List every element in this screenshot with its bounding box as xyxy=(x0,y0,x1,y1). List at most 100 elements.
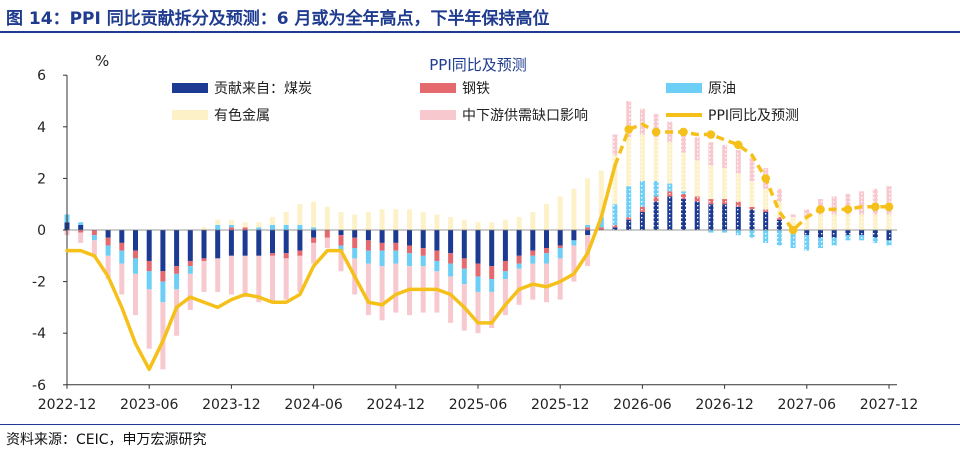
bar-coal-42 xyxy=(639,211,645,230)
bar-steel-42 xyxy=(639,206,645,212)
bar-coal-10 xyxy=(201,230,207,259)
bar-shortage-8 xyxy=(174,289,180,336)
bar-shortage-17 xyxy=(297,255,303,292)
bar-coal-13 xyxy=(242,230,248,256)
bar-shortage-31 xyxy=(489,291,495,329)
bar-shortage-58 xyxy=(859,191,865,215)
bar-metal-17 xyxy=(297,204,303,225)
bar-shortage-41 xyxy=(626,101,632,138)
bar-steel-38 xyxy=(585,227,591,230)
bar-steel-28 xyxy=(448,253,454,264)
bar-shortage-49 xyxy=(735,150,741,174)
bar-metal-32 xyxy=(502,219,508,230)
bar-shortage-5 xyxy=(133,273,138,316)
legend-swatch-shortage xyxy=(420,110,456,120)
bar-metal-49 xyxy=(735,173,741,202)
bar-oil-21 xyxy=(352,248,358,259)
bar-metal-12 xyxy=(228,219,234,225)
ppi-point-49 xyxy=(734,140,743,150)
bar-coal-15 xyxy=(270,230,275,254)
bar-steel-2 xyxy=(91,230,97,236)
bar-oil-31 xyxy=(489,279,495,292)
bar-coal-54 xyxy=(804,230,810,236)
legend-swatch-coal xyxy=(172,83,208,93)
bar-metal-37 xyxy=(571,188,577,230)
bar-metal-44 xyxy=(667,142,673,184)
bar-metal-31 xyxy=(489,222,495,230)
bar-shortage-4 xyxy=(119,263,125,295)
bar-coal-60 xyxy=(886,230,892,241)
bar-metal-47 xyxy=(708,165,714,200)
bar-coal-22 xyxy=(365,230,371,241)
bar-oil-56 xyxy=(831,237,837,246)
bar-oil-11 xyxy=(215,224,221,230)
bar-steel-50 xyxy=(749,206,755,210)
bar-steel-22 xyxy=(365,240,371,251)
bar-steel-45 xyxy=(681,193,686,200)
bar-metal-19 xyxy=(324,206,330,230)
legend-label-steel: 钢铁 xyxy=(462,81,490,97)
bar-shortage-22 xyxy=(365,263,371,316)
bar-metal-28 xyxy=(448,217,454,230)
bar-metal-16 xyxy=(283,211,289,225)
axes-layer: 6 4 2 0 -2 -4 -6 2022-12 2023-06 2023-12 2024-06 20… xyxy=(32,68,918,413)
bar-steel-33 xyxy=(516,255,522,264)
bar-oil-8 xyxy=(174,273,180,290)
figure-title: 图 14：PPI 同比贡献拆分及预测：6 月或为全年高点，下半年保持高位 xyxy=(6,9,550,29)
bar-oil-36 xyxy=(557,248,563,259)
bar-metal-15 xyxy=(270,217,275,225)
bar-coal-47 xyxy=(708,204,714,230)
bar-shortage-46 xyxy=(694,137,700,161)
bar-oil-58 xyxy=(859,235,865,241)
x-tick-label-7: 2026-06 xyxy=(613,397,672,413)
bar-shortage-24 xyxy=(393,263,399,313)
bar-steel-30 xyxy=(475,263,481,277)
bar-steel-23 xyxy=(379,242,385,251)
bar-metal-46 xyxy=(694,160,700,197)
bar-shortage-57 xyxy=(845,193,851,215)
bar-shortage-40 xyxy=(612,134,618,156)
bar-oil-43 xyxy=(653,180,659,197)
bar-oil-4 xyxy=(119,250,125,264)
bar-oil-12 xyxy=(228,224,234,228)
x-tick-label-10: 2027-12 xyxy=(860,397,919,413)
legend-label-oil: 原油 xyxy=(708,81,736,97)
bar-shortage-3 xyxy=(105,255,111,280)
x-tick-label-5: 2025-06 xyxy=(449,397,508,413)
legend-item-coal: 贡献来自：煤炭 xyxy=(172,81,312,97)
bar-shortage-20 xyxy=(338,250,344,272)
bar-shortage-28 xyxy=(448,276,454,323)
bar-steel-36 xyxy=(557,245,563,249)
bar-steel-4 xyxy=(119,242,125,251)
bar-shortage-13 xyxy=(242,255,248,298)
bar-shortage-52 xyxy=(776,188,782,202)
bar-metal-13 xyxy=(242,222,248,228)
legend-swatch-steel xyxy=(420,83,456,93)
bar-oil-23 xyxy=(379,250,385,267)
bar-coal-18 xyxy=(311,230,317,238)
bar-oil-7 xyxy=(160,281,166,303)
bar-oil-20 xyxy=(338,245,344,251)
bar-shortage-60 xyxy=(886,186,892,215)
bar-coal-58 xyxy=(859,230,865,236)
bar-coal-1 xyxy=(78,224,84,230)
bar-coal-16 xyxy=(283,230,289,254)
bar-metal-30 xyxy=(475,222,481,230)
bar-steel-7 xyxy=(160,271,166,282)
x-tick-label-4: 2024-12 xyxy=(367,397,426,413)
x-tick-label-1: 2023-06 xyxy=(120,397,179,413)
x-tick-label-0: 2022-12 xyxy=(38,397,97,413)
bar-oil-52 xyxy=(776,230,782,246)
bar-steel-39 xyxy=(598,227,604,230)
bar-metal-56 xyxy=(831,214,837,230)
bar-coal-48 xyxy=(722,204,728,230)
bar-oil-16 xyxy=(283,224,289,230)
legend-label-coal: 贡献来自：煤炭 xyxy=(214,81,312,97)
bar-shortage-59 xyxy=(872,188,878,215)
bar-steel-29 xyxy=(461,258,467,269)
bar-oil-25 xyxy=(407,253,412,267)
legend-item-metal: 有色金属 xyxy=(172,107,270,124)
bar-steel-51 xyxy=(763,209,769,212)
bar-metal-58 xyxy=(859,214,865,230)
bar-oil-59 xyxy=(872,237,878,243)
